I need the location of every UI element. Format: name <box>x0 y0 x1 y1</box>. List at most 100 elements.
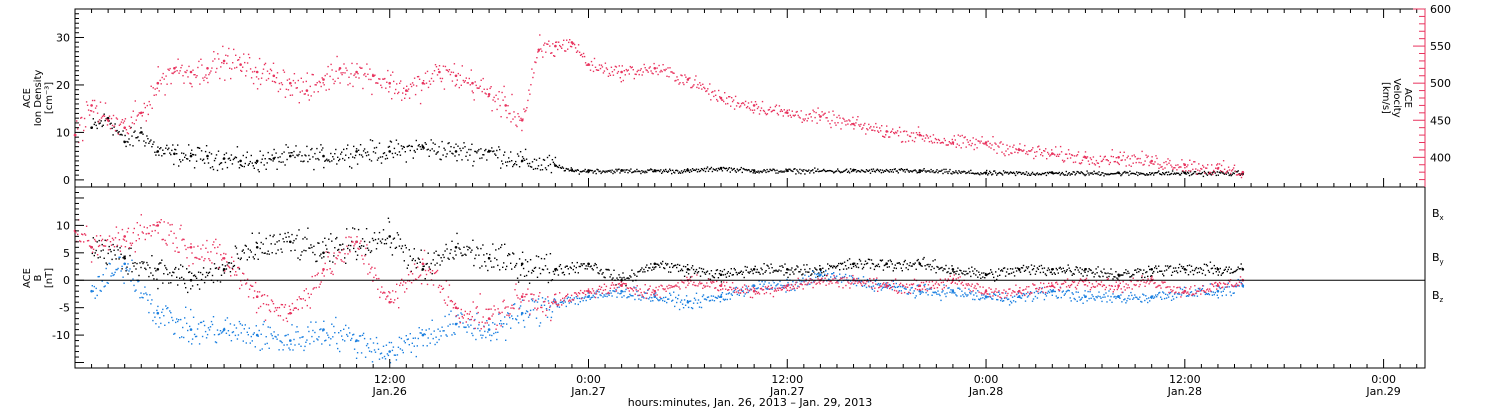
velocity-point <box>350 73 352 75</box>
velocity-point <box>469 84 471 86</box>
bx-point <box>433 252 435 254</box>
bx-point <box>246 259 248 261</box>
by-point <box>404 342 406 344</box>
by-point <box>225 332 228 334</box>
velocity-point <box>181 64 183 67</box>
velocity-point <box>344 72 346 74</box>
velocity-point <box>553 55 555 57</box>
by-point <box>891 288 893 291</box>
bx-point <box>778 269 780 271</box>
bx-point <box>659 266 661 268</box>
velocity-point <box>790 116 792 118</box>
bx-point <box>682 265 685 268</box>
bx-point <box>1178 263 1181 266</box>
bx-point <box>1030 264 1033 266</box>
density-point <box>204 150 207 153</box>
velocity-point <box>827 120 829 122</box>
bx-point <box>303 249 305 252</box>
velocity-point <box>272 62 275 64</box>
density-point <box>1129 170 1131 172</box>
velocity-point <box>723 100 725 103</box>
bx-point <box>1115 271 1117 273</box>
velocity-anchor <box>570 41 574 44</box>
velocity-point <box>92 111 95 113</box>
density-point <box>939 170 941 172</box>
by-point <box>491 334 493 337</box>
bx-point <box>1011 268 1014 270</box>
density-point <box>462 147 464 149</box>
bx-point <box>769 272 771 274</box>
velocity-point <box>561 47 563 49</box>
bx-point <box>490 260 492 262</box>
by-point <box>1022 292 1025 295</box>
velocity-point <box>358 77 360 79</box>
velocity-point <box>308 99 310 101</box>
by-point <box>775 285 777 287</box>
velocity-point <box>431 73 434 75</box>
density-point <box>1107 173 1109 175</box>
by-point <box>689 300 692 302</box>
velocity-point <box>540 48 542 50</box>
by-point <box>968 288 970 290</box>
by-point <box>1049 289 1052 291</box>
density-point <box>540 164 543 166</box>
density-point <box>146 135 148 137</box>
by-point <box>181 336 183 338</box>
bx-point <box>288 236 290 238</box>
velocity-point <box>885 134 887 136</box>
velocity-point <box>1149 161 1151 163</box>
density-point <box>923 168 925 170</box>
by-point <box>541 297 544 299</box>
velocity-point <box>817 107 819 109</box>
density-point <box>548 154 551 157</box>
density-point <box>816 170 818 172</box>
density-point <box>572 170 574 172</box>
bx-point <box>882 269 885 271</box>
velocity-point <box>242 66 244 68</box>
bx-point <box>1151 275 1153 277</box>
by-point <box>182 326 184 329</box>
velocity-point <box>1119 151 1121 153</box>
by-point <box>1139 296 1141 298</box>
by-point <box>1040 290 1043 293</box>
bx-point <box>160 262 162 264</box>
velocity-point <box>482 77 484 80</box>
velocity-point <box>497 98 499 100</box>
by-point <box>637 294 639 297</box>
velocity-point <box>150 85 152 87</box>
velocity-point <box>241 70 243 72</box>
by-point <box>347 335 349 337</box>
by-point <box>683 299 686 301</box>
by-point <box>1107 295 1109 297</box>
velocity-anchor <box>388 81 392 85</box>
density-point <box>367 154 370 156</box>
velocity-point <box>160 83 162 85</box>
velocity-point <box>999 142 1001 144</box>
bx-point <box>373 232 376 234</box>
density-point <box>223 153 226 156</box>
velocity-point <box>130 116 133 118</box>
velocity-point <box>1090 158 1093 161</box>
by-point <box>1112 293 1114 295</box>
velocity-point <box>402 92 404 94</box>
density-point <box>733 167 735 170</box>
density-point <box>251 162 253 164</box>
velocity-point <box>904 141 907 143</box>
density-point <box>968 170 970 173</box>
bx-point <box>265 237 267 240</box>
by-point <box>762 285 764 287</box>
density-point <box>908 171 910 173</box>
velocity-point <box>1237 173 1240 175</box>
velocity-point <box>749 109 752 111</box>
bx-point <box>527 270 530 273</box>
by-point <box>304 345 306 348</box>
by-point <box>466 331 468 333</box>
by-point <box>814 273 816 275</box>
bx-point <box>434 264 436 266</box>
density-point <box>698 170 701 173</box>
bz-point <box>93 238 96 241</box>
by-point <box>545 308 548 310</box>
velocity-point <box>930 140 933 142</box>
velocity-point <box>1034 151 1036 153</box>
density-point <box>274 156 276 159</box>
